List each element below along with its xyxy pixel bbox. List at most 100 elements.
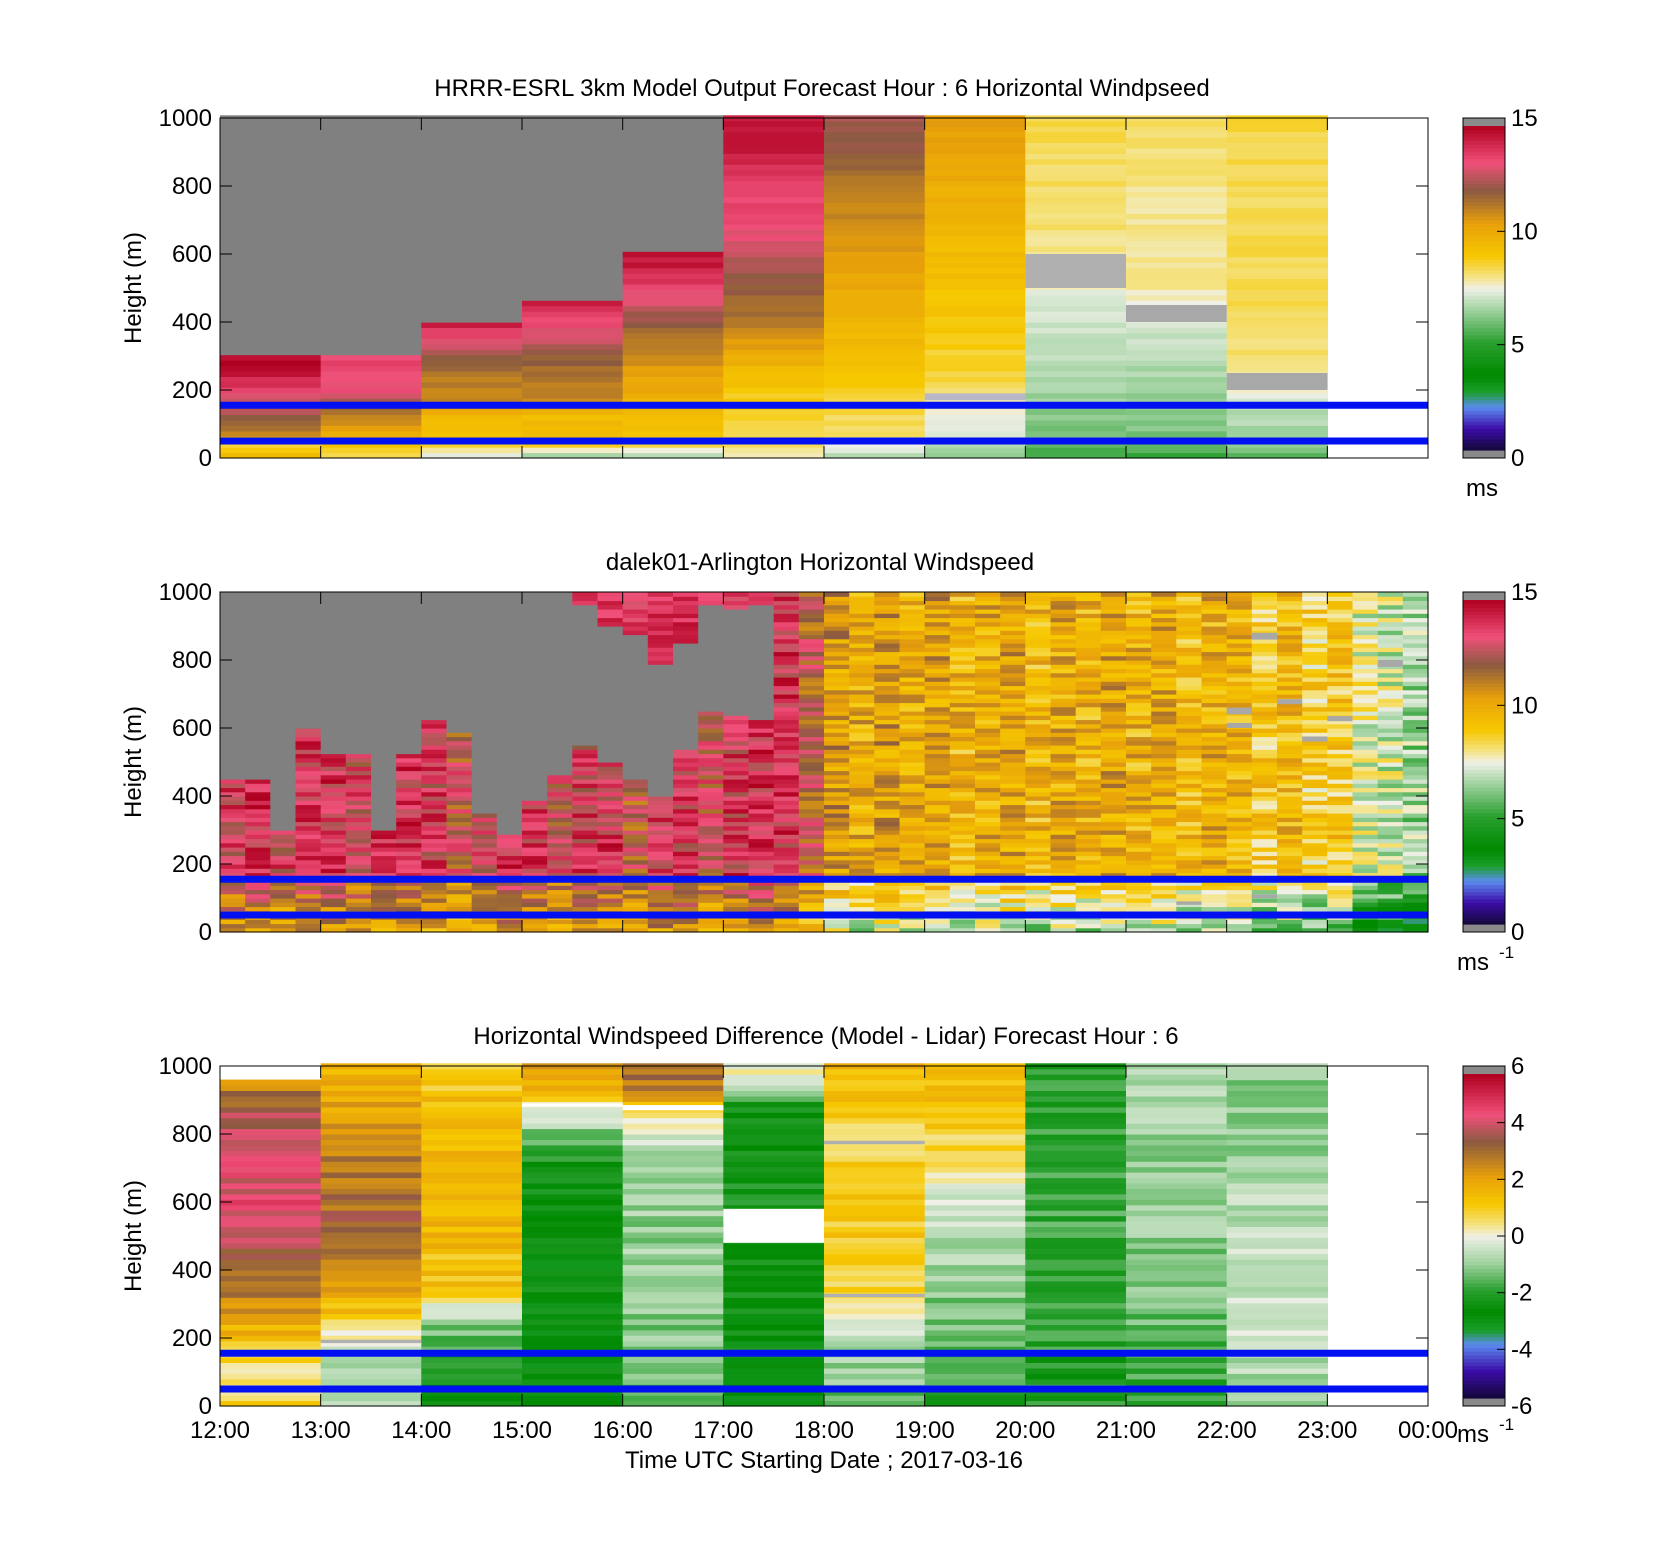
heatmap-cell bbox=[899, 847, 926, 852]
heatmap-cell bbox=[522, 137, 624, 143]
heatmap-cell bbox=[245, 902, 271, 908]
heatmap-cell bbox=[622, 409, 724, 415]
heatmap-cell bbox=[824, 414, 926, 421]
heatmap-cell bbox=[1302, 855, 1328, 861]
heatmap-cell bbox=[647, 702, 674, 708]
heatmap-cell bbox=[270, 664, 297, 670]
heatmap-cell bbox=[220, 1117, 322, 1124]
heatmap-cell bbox=[824, 322, 926, 328]
heatmap-cell bbox=[798, 660, 825, 665]
heatmap-cell bbox=[597, 719, 624, 725]
heatmap-cell bbox=[798, 766, 825, 772]
heatmap-cell bbox=[773, 689, 800, 695]
colorbar-swatch bbox=[1463, 126, 1505, 131]
heatmap-cell bbox=[723, 158, 825, 165]
heatmap-cell bbox=[345, 736, 372, 742]
heatmap-cell bbox=[924, 630, 951, 636]
heatmap-cell bbox=[1377, 898, 1404, 903]
heatmap-cell bbox=[1126, 745, 1152, 750]
heatmap-cell bbox=[1000, 923, 1026, 929]
heatmap-cell bbox=[245, 770, 271, 776]
heatmap-cell bbox=[1025, 643, 1052, 648]
heatmap-cell bbox=[698, 626, 724, 631]
heatmap-cell bbox=[1100, 762, 1127, 767]
heatmap-cell bbox=[371, 600, 397, 606]
heatmap-cell bbox=[1050, 804, 1077, 810]
heatmap-cell bbox=[622, 681, 649, 687]
heatmap-cell bbox=[1402, 715, 1429, 721]
heatmap-cell bbox=[270, 804, 297, 810]
heatmap-cell bbox=[949, 643, 976, 648]
heatmap-cell bbox=[824, 126, 926, 133]
heatmap-cell bbox=[320, 813, 347, 818]
heatmap-cell bbox=[1277, 825, 1303, 831]
heatmap-cell bbox=[899, 660, 926, 665]
heatmap-cell bbox=[1226, 847, 1253, 852]
heatmap-cell bbox=[220, 1291, 322, 1298]
heatmap-cell bbox=[899, 762, 926, 767]
heatmap-cell bbox=[874, 757, 901, 763]
heatmap-cell bbox=[1201, 681, 1228, 687]
heatmap-cell bbox=[949, 889, 976, 895]
colorbar-swatch bbox=[1463, 259, 1505, 264]
heatmap-cell bbox=[824, 893, 850, 899]
heatmap-cell bbox=[698, 698, 724, 704]
heatmap-cell bbox=[622, 289, 724, 296]
heatmap-cell bbox=[824, 728, 850, 733]
heatmap-cell bbox=[446, 753, 473, 759]
heatmap-cell bbox=[723, 617, 750, 623]
heatmap-cell bbox=[824, 830, 850, 835]
heatmap-cell bbox=[899, 783, 926, 789]
heatmap-cell bbox=[849, 613, 875, 619]
heatmap-cell bbox=[1176, 817, 1203, 823]
heatmap-cell bbox=[924, 847, 951, 852]
heatmap-cell bbox=[1201, 834, 1228, 840]
heatmap-cell bbox=[345, 719, 372, 725]
heatmap-cell bbox=[320, 1139, 422, 1146]
heatmap-cell bbox=[899, 715, 926, 721]
heatmap-cell bbox=[245, 923, 271, 929]
heatmap-cell bbox=[270, 749, 297, 755]
heatmap-cell bbox=[622, 711, 649, 716]
heatmap-cell bbox=[798, 898, 825, 903]
heatmap-cell bbox=[874, 634, 901, 640]
colorbar-swatch bbox=[1463, 288, 1505, 293]
heatmap-cell bbox=[647, 668, 674, 674]
heatmap-cell bbox=[320, 1204, 422, 1211]
heatmap-cell bbox=[723, 651, 750, 657]
heatmap-cell bbox=[522, 796, 548, 801]
heatmap-cell bbox=[1075, 745, 1102, 750]
heatmap-cell bbox=[1226, 872, 1253, 878]
colorbar-swatch bbox=[1463, 758, 1505, 763]
heatmap-cell bbox=[295, 821, 322, 827]
heatmap-cell bbox=[924, 770, 951, 776]
heatmap-cell bbox=[1000, 851, 1026, 857]
heatmap-cell bbox=[824, 859, 850, 865]
heatmap-cell bbox=[320, 1373, 422, 1380]
heatmap-cell bbox=[1201, 643, 1228, 648]
heatmap-cell bbox=[320, 1357, 422, 1363]
heatmap-cell bbox=[522, 158, 624, 165]
heatmap-cell bbox=[220, 864, 246, 869]
heatmap-cell bbox=[471, 685, 498, 691]
heatmap-cell bbox=[597, 660, 624, 665]
heatmap-cell bbox=[371, 592, 397, 597]
heatmap-cell bbox=[547, 596, 573, 602]
heatmap-cell bbox=[320, 898, 347, 903]
heatmap-cell bbox=[824, 613, 850, 619]
heatmap-cell bbox=[270, 825, 297, 831]
heatmap-cell bbox=[824, 245, 926, 252]
heatmap-cell bbox=[723, 753, 750, 759]
heatmap-cell bbox=[1277, 868, 1303, 874]
colorbar-swatch bbox=[1463, 295, 1505, 300]
heatmap-cell bbox=[622, 332, 724, 339]
heatmap-cell bbox=[371, 677, 397, 682]
heatmap-cell bbox=[975, 779, 1001, 784]
heatmap-cell bbox=[396, 851, 422, 857]
heatmap-cell bbox=[1151, 804, 1177, 810]
heatmap-cell bbox=[295, 838, 322, 844]
heatmap-cell bbox=[975, 715, 1001, 721]
heatmap-cell bbox=[1025, 919, 1052, 925]
heatmap-cell bbox=[673, 808, 699, 814]
heatmap-cell bbox=[1352, 800, 1379, 806]
